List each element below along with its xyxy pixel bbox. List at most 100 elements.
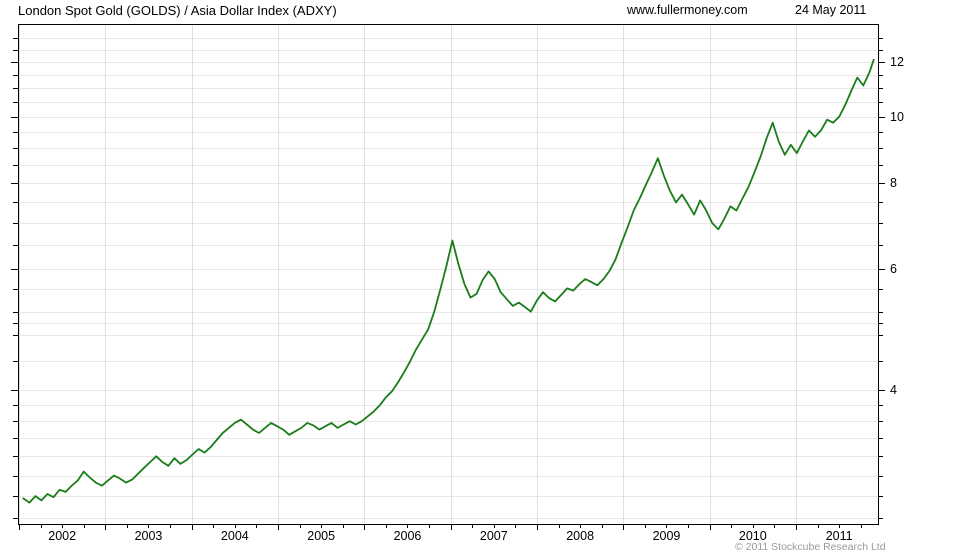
- y-tick-right: [878, 75, 883, 76]
- gridline-horizontal: [19, 476, 878, 477]
- x-tick: [62, 524, 63, 528]
- x-tick: [623, 524, 624, 530]
- gridline-horizontal: [19, 421, 878, 422]
- x-tick: [213, 524, 214, 528]
- y-tick-right: [878, 117, 885, 118]
- y-axis-label: 6: [890, 261, 897, 276]
- gridlines: [19, 25, 878, 524]
- x-tick: [839, 524, 840, 528]
- x-tick: [300, 524, 301, 528]
- y-tick-left: [13, 518, 18, 519]
- x-tick: [429, 524, 430, 528]
- y-axis-label: 8: [890, 176, 897, 191]
- gridline-vertical: [19, 25, 20, 524]
- gridline-horizontal: [19, 102, 878, 103]
- gridline-horizontal: [19, 62, 878, 63]
- y-axis-label: 10: [890, 109, 904, 124]
- x-tick: [494, 524, 495, 528]
- x-tick: [84, 524, 85, 528]
- x-axis-label: 2002: [48, 529, 77, 543]
- x-axis-label: 2004: [220, 529, 249, 543]
- gridline-horizontal: [19, 117, 878, 118]
- gridline-horizontal: [19, 223, 878, 224]
- y-tick-left: [11, 183, 18, 184]
- gridline-horizontal: [19, 50, 878, 51]
- y-tick-right: [878, 223, 883, 224]
- source-website: www.fullermoney.com: [627, 3, 748, 17]
- data-layer: [19, 25, 878, 524]
- y-tick-right: [878, 38, 883, 39]
- y-tick-right: [878, 518, 883, 519]
- chart-header: London Spot Gold (GOLDS) / Asia Dollar I…: [0, 0, 960, 24]
- x-tick: [278, 524, 279, 530]
- gridline-horizontal: [19, 132, 878, 133]
- x-tick: [666, 524, 667, 528]
- gridline-horizontal: [19, 148, 878, 149]
- y-tick-left: [13, 132, 18, 133]
- x-axis-label: 2005: [307, 529, 336, 543]
- x-axis-label: 2007: [479, 529, 508, 543]
- gridline-horizontal: [19, 438, 878, 439]
- x-tick: [451, 524, 452, 530]
- gridline-horizontal: [19, 245, 878, 246]
- y-tick-left: [13, 323, 18, 324]
- gridline-vertical: [796, 25, 797, 524]
- x-tick: [170, 524, 171, 528]
- x-tick: [796, 524, 797, 530]
- y-tick-left: [13, 496, 18, 497]
- y-tick-left: [13, 88, 18, 89]
- gridline-horizontal: [19, 165, 878, 166]
- gridline-vertical: [105, 25, 106, 524]
- y-tick-left: [13, 456, 18, 457]
- y-tick-left: [13, 50, 18, 51]
- x-tick: [256, 524, 257, 528]
- y-tick-left: [11, 269, 18, 270]
- x-axis-label: 2006: [393, 529, 422, 543]
- plot-area: [18, 24, 879, 525]
- y-tick-left: [13, 75, 18, 76]
- y-tick-left: [13, 223, 18, 224]
- copyright-notice: © 2011 Stockcube Research Ltd: [735, 541, 886, 553]
- x-tick: [710, 524, 711, 530]
- y-tick-right: [878, 476, 883, 477]
- gridline-horizontal: [19, 361, 878, 362]
- gridline-horizontal: [19, 38, 878, 39]
- y-tick-left: [13, 421, 18, 422]
- y-tick-left: [13, 405, 18, 406]
- x-tick: [41, 524, 42, 528]
- x-axis-label: 2009: [652, 529, 681, 543]
- y-tick-right: [878, 456, 883, 457]
- y-tick-right: [878, 335, 883, 336]
- gridline-vertical: [192, 25, 193, 524]
- y-tick-right: [878, 269, 885, 270]
- gridline-horizontal: [19, 456, 878, 457]
- gridline-vertical: [537, 25, 538, 524]
- y-tick-left: [11, 62, 18, 63]
- gridline-horizontal: [19, 289, 878, 290]
- x-tick: [407, 524, 408, 528]
- y-tick-left: [13, 102, 18, 103]
- x-tick: [321, 524, 322, 528]
- gridline-vertical: [451, 25, 452, 524]
- chart-date: 24 May 2011: [795, 3, 867, 17]
- gridline-horizontal: [19, 335, 878, 336]
- gridline-vertical: [623, 25, 624, 524]
- x-tick: [19, 524, 20, 530]
- gridline-vertical: [364, 25, 365, 524]
- x-tick: [602, 524, 603, 528]
- x-axis-label: 2011: [825, 529, 853, 543]
- x-tick: [364, 524, 365, 530]
- x-tick: [148, 524, 149, 528]
- y-tick-right: [878, 148, 883, 149]
- x-tick: [343, 524, 344, 528]
- gridline-horizontal: [19, 183, 878, 184]
- y-tick-right: [878, 165, 883, 166]
- y-tick-right: [878, 390, 885, 391]
- y-tick-left: [13, 245, 18, 246]
- gridline-vertical: [278, 25, 279, 524]
- y-tick-right: [878, 102, 883, 103]
- y-tick-left: [13, 476, 18, 477]
- y-tick-left: [13, 165, 18, 166]
- x-axis-label: 2010: [738, 529, 767, 543]
- x-tick: [753, 524, 754, 528]
